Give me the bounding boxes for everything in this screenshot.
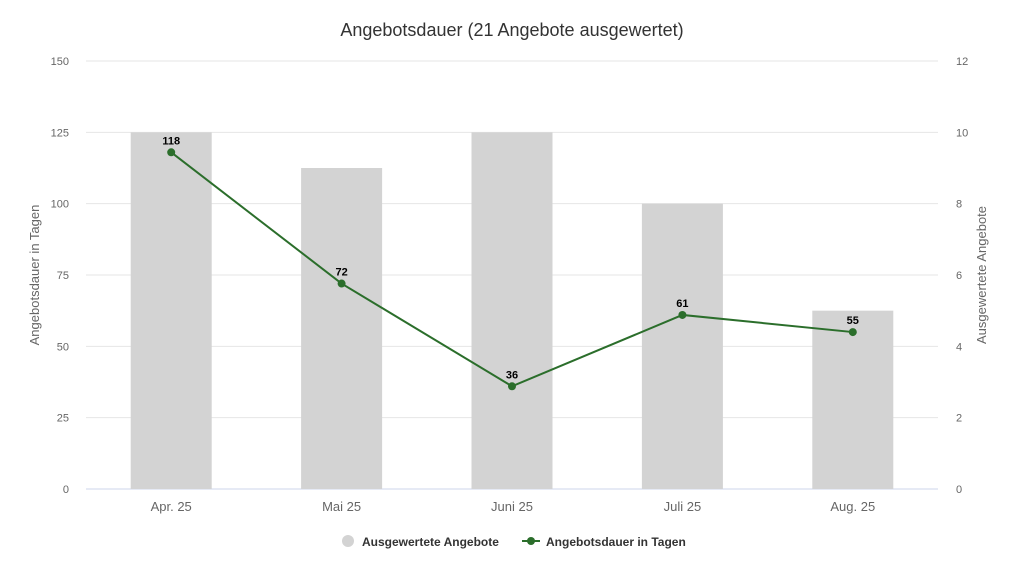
- data-label: 72: [335, 267, 347, 279]
- left-tick-label: 100: [51, 199, 69, 211]
- bar[interactable]: [812, 310, 894, 489]
- left-tick-label: 75: [57, 270, 69, 282]
- x-tick-label: Apr. 25: [151, 499, 192, 514]
- legend-line-label: Angebotsdauer in Tagen: [546, 535, 686, 549]
- bar[interactable]: [641, 203, 723, 489]
- left-tick-label: 150: [51, 56, 69, 68]
- legend-item-line[interactable]: Angebotsdauer in Tagen: [522, 535, 686, 549]
- left-axis-title: Angebotsdauer in Tagen: [27, 205, 42, 346]
- legend-marker-icon: [527, 537, 535, 545]
- right-tick-label: 4: [956, 341, 962, 353]
- line-marker[interactable]: [678, 310, 687, 319]
- legend-item-bars[interactable]: Ausgewertete Angebote: [342, 535, 499, 549]
- bar-series: [130, 132, 894, 490]
- right-axis-ticks: 0 2 4 6 8 10 12: [956, 56, 968, 496]
- x-tick-label: Juni 25: [491, 499, 533, 514]
- line-marker[interactable]: [337, 279, 346, 288]
- left-tick-label: 125: [51, 127, 69, 139]
- right-tick-label: 12: [956, 56, 968, 68]
- left-tick-label: 0: [63, 484, 69, 496]
- right-tick-label: 8: [956, 199, 962, 211]
- x-tick-label: Aug. 25: [830, 499, 875, 514]
- data-label: 118: [162, 135, 180, 147]
- data-label: 55: [847, 315, 859, 327]
- legend: Ausgewertete Angebote Angebotsdauer in T…: [342, 535, 686, 549]
- x-tick-label: Juli 25: [664, 499, 702, 514]
- data-label: 61: [676, 298, 688, 310]
- line-series: 118 72 36 61 55: [162, 135, 859, 391]
- legend-bar-icon: [342, 535, 354, 547]
- line-marker[interactable]: [167, 148, 176, 157]
- bar[interactable]: [301, 168, 383, 489]
- right-tick-label: 2: [956, 413, 962, 425]
- left-tick-label: 50: [57, 341, 69, 353]
- right-axis-title: Ausgewertete Angebote: [974, 206, 989, 344]
- data-label: 36: [506, 369, 518, 381]
- line-marker[interactable]: [508, 382, 516, 391]
- x-tick-label: Mai 25: [322, 499, 361, 514]
- left-axis-ticks: 0 25 50 75 100 125 150: [51, 56, 69, 496]
- bar[interactable]: [471, 132, 553, 490]
- chart-title: Angebotsdauer (21 Angebote ausgewertet): [340, 20, 683, 40]
- x-axis-ticks: Apr. 25 Mai 25 Juni 25 Juli 25 Aug. 25: [151, 499, 876, 514]
- right-tick-label: 6: [956, 270, 962, 282]
- right-tick-label: 10: [956, 127, 968, 139]
- legend-bars-label: Ausgewertete Angebote: [362, 535, 499, 549]
- bar[interactable]: [130, 132, 212, 490]
- left-tick-label: 25: [57, 413, 69, 425]
- line-marker[interactable]: [848, 328, 857, 337]
- right-tick-label: 0: [956, 484, 962, 496]
